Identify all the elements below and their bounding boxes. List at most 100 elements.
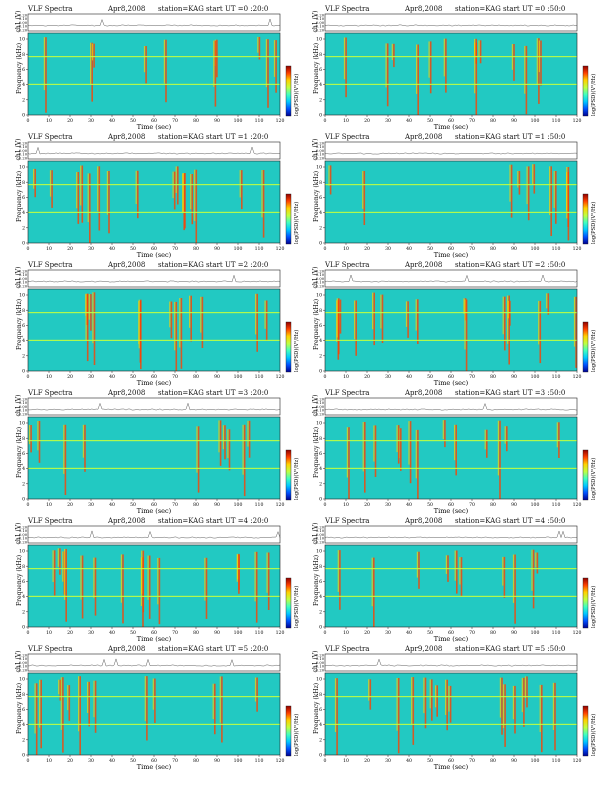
panel-station: station=KAG <box>158 260 204 270</box>
panel-header: VLF Spectra Apr8,2008 station=KAG start UT … <box>325 132 595 142</box>
waveform-trace <box>324 403 578 411</box>
frequency-axis-label: Frequency (kHz) <box>313 427 320 478</box>
panel-header: VLF Spectra Apr8,2008 station=KAG start UT … <box>28 4 298 14</box>
x-tick-label: 20 <box>364 246 370 252</box>
x-tick-label: 120 <box>276 502 285 508</box>
ch1-tick-label: 0.10 <box>19 657 28 661</box>
panel-title: VLF Spectra <box>28 4 72 14</box>
ch1-tick-label: -0.20 <box>315 156 325 160</box>
colorbar <box>582 65 589 117</box>
y-tick-label: 0 <box>22 369 25 375</box>
ch1-tick-label: -0.20 <box>315 284 325 288</box>
y-tick-label: 0 <box>22 241 25 247</box>
ch1-tick-label: -0.10 <box>18 281 28 285</box>
ch1-tick-label: -0.10 <box>315 25 325 29</box>
waveform-frame <box>324 269 578 288</box>
x-tick-label: 60 <box>448 118 454 124</box>
x-tick-label: 10 <box>343 118 349 124</box>
x-tick-label: 40 <box>406 118 412 124</box>
colorbar-label: log(PSD)(V²/Hz) <box>293 202 300 244</box>
waveform-frame <box>27 141 281 160</box>
panel-station: station=KAG <box>158 388 204 398</box>
ch1-tick-label: -0.10 <box>315 153 325 157</box>
y-tick-label: 2 <box>22 609 25 615</box>
y-tick-label: 8 <box>22 180 25 186</box>
x-tick-label: 50 <box>130 630 136 636</box>
colorbar <box>582 449 589 501</box>
x-tick-label: 120 <box>573 630 582 636</box>
ch1-tick-label: 0.20 <box>19 13 28 17</box>
ch1-tick-label: -0.20 <box>315 540 325 544</box>
x-tick-label: 40 <box>406 630 412 636</box>
panel-station: station=KAG <box>158 4 204 14</box>
ch1-tick-label: -0.20 <box>18 28 28 32</box>
colorbar <box>582 705 589 757</box>
waveform-frame <box>324 141 578 160</box>
y-tick-label: 4 <box>22 466 25 472</box>
waveform-trace <box>324 152 578 155</box>
colorbar-label: log(PSD)(V²/Hz) <box>590 330 597 372</box>
spectrogram-image <box>324 672 578 756</box>
y-tick-label: 8 <box>319 180 322 186</box>
time-axis-label: Time (sec) <box>137 507 172 515</box>
spectrogram-panel: VLF Spectra Apr8,2008 station=KAG start UT … <box>311 132 601 260</box>
y-tick-label: 4 <box>319 722 322 728</box>
spectrogram-image <box>324 160 578 244</box>
ch1-tick-label: 0.20 <box>316 13 325 17</box>
x-tick-label: 120 <box>276 246 285 252</box>
panel-date: Apr8,2008 <box>405 260 442 270</box>
waveform-frame <box>324 13 578 32</box>
x-tick-label: 30 <box>385 246 391 252</box>
x-tick-label: 70 <box>172 118 178 124</box>
colorbar <box>582 577 589 629</box>
panel-start-time: start UT =1 :50:0 <box>503 132 565 142</box>
y-tick-label: 8 <box>319 52 322 58</box>
y-tick-label: 0 <box>319 369 322 375</box>
frequency-axis-label: Frequency (kHz) <box>313 555 320 606</box>
spectrogram-image <box>27 288 281 372</box>
x-tick-label: 120 <box>276 118 285 124</box>
ch1-tick-label: 0.00 <box>316 149 325 153</box>
x-tick-label: 30 <box>88 502 94 508</box>
panel-start-time: start UT =4 :20:0 <box>206 516 268 526</box>
ch1-tick-label: 0.00 <box>316 533 325 537</box>
x-tick-label: 20 <box>364 374 370 380</box>
x-tick-label: 10 <box>343 374 349 380</box>
panel-title: VLF Spectra <box>325 516 369 526</box>
y-tick-label: 4 <box>319 594 322 600</box>
panel-date: Apr8,2008 <box>405 4 442 14</box>
x-tick-label: 40 <box>109 758 115 764</box>
panel-header: VLF Spectra Apr8,2008 station=KAG start UT … <box>325 388 595 398</box>
frequency-axis-label: Frequency (kHz) <box>313 299 320 350</box>
waveform-trace <box>27 530 281 539</box>
y-tick-label: 0 <box>319 625 322 631</box>
x-tick-label: 60 <box>151 630 157 636</box>
panel-date: Apr8,2008 <box>108 132 145 142</box>
x-tick-label: 100 <box>234 758 243 764</box>
ch1-tick-label: -0.10 <box>18 25 28 29</box>
ch1-tick-label: 0.20 <box>316 653 325 657</box>
colorbar <box>285 193 292 245</box>
panel-start-time: start UT =0 :50:0 <box>503 4 565 14</box>
panel-header: VLF Spectra Apr8,2008 station=KAG start UT … <box>28 644 298 654</box>
y-tick-label: 6 <box>319 707 322 713</box>
waveform-frame <box>27 269 281 288</box>
ch1-tick-label: -0.10 <box>315 281 325 285</box>
time-axis-label: Time (sec) <box>137 763 172 771</box>
x-tick-label: 120 <box>573 118 582 124</box>
waveform-trace <box>324 658 578 667</box>
time-axis-label: Time (sec) <box>434 635 469 643</box>
y-tick-label: 10 <box>316 293 322 299</box>
x-tick-label: 50 <box>427 246 433 252</box>
x-tick-label: 10 <box>46 758 52 764</box>
x-tick-label: 120 <box>573 758 582 764</box>
ch1-axis-label: ch1 (V) <box>15 139 22 161</box>
colorbar-label: log(PSD)(V²/Hz) <box>590 586 597 628</box>
panel-station: station=KAG <box>455 4 501 14</box>
spectrogram-panel: VLF Spectra Apr8,2008 station=KAG start UT … <box>14 516 304 644</box>
panel-date: Apr8,2008 <box>108 644 145 654</box>
